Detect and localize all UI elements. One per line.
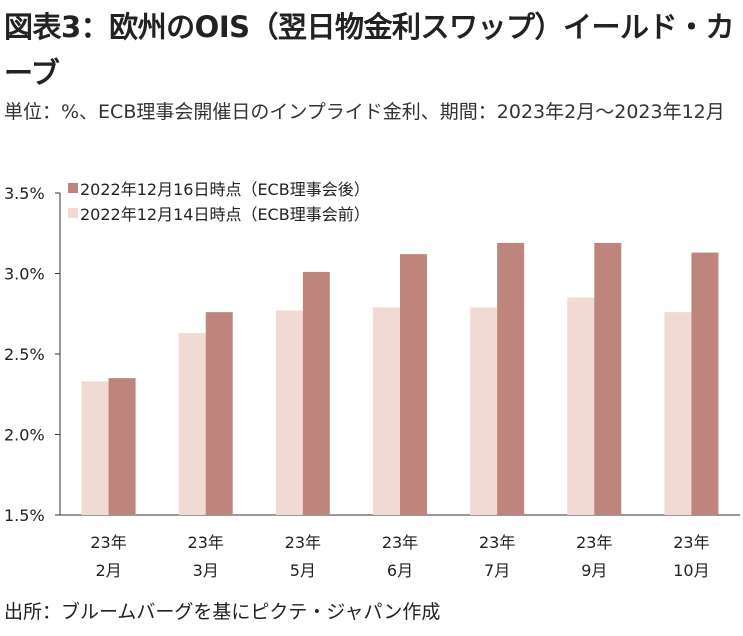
bar-before (178, 333, 206, 515)
y-tick-label: 2.5% (4, 345, 45, 364)
chart-area: 1.5% 2.0% 2.5% 3.0% 3.5% 23年 2月 23年 3月 23年 5月 23年 6月… (0, 170, 743, 590)
x-tick-label-month: 5月 (290, 561, 316, 580)
bar-before (81, 381, 109, 515)
bar-chart: 1.5% 2.0% 2.5% 3.0% 3.5% 23年 2月 23年 3月 23年 5月 23年 6月… (4, 180, 740, 580)
y-tick-label: 3.0% (4, 265, 45, 284)
x-tick-label-year: 23年 (576, 533, 612, 552)
legend-swatch (68, 183, 78, 193)
x-tick-label-year: 23年 (285, 533, 321, 552)
x-tick-label-month: 3月 (193, 561, 219, 580)
x-tick-label-month: 7月 (484, 561, 510, 580)
bar-after (497, 242, 525, 515)
x-tick-label-year: 23年 (673, 533, 709, 552)
legend-swatch (68, 208, 78, 218)
bar-after (205, 312, 233, 515)
bar-after (594, 242, 622, 515)
bar-after (691, 252, 719, 515)
chart-subtitle: 単位：%、ECB理事会開催日のインプライド金利、期間：2023年2月～2023年… (4, 101, 725, 123)
x-tick-label-month: 6月 (387, 561, 413, 580)
bar-after (108, 378, 136, 515)
bar-after (400, 254, 427, 515)
bar-before (373, 307, 400, 515)
x-tick-label-month: 10月 (673, 561, 709, 580)
source-note: 出所：ブルームバーグを基にピクテ・ジャパン作成 (4, 601, 441, 623)
bar-before (664, 312, 692, 515)
bar-before (567, 297, 595, 515)
chart-title: 図表3：欧州のOIS（翌日物金利スワップ）イールド・カーブ (4, 10, 735, 90)
bar-before (275, 310, 303, 515)
bar-after (302, 271, 330, 515)
bar-before (470, 307, 498, 515)
x-tick-label-year: 23年 (90, 533, 126, 552)
legend-label: 2022年12月16日時点（ECB理事会後） (80, 180, 370, 199)
y-tick-label: 2.0% (4, 426, 45, 445)
x-tick-label-year: 23年 (479, 533, 515, 552)
y-tick-label: 1.5% (4, 506, 45, 525)
x-tick-label-year: 23年 (382, 533, 418, 552)
x-tick-label-month: 2月 (95, 561, 121, 580)
legend-label: 2022年12月14日時点（ECB理事会前） (80, 205, 370, 224)
y-tick-label: 3.5% (4, 184, 45, 203)
x-tick-label-month: 9月 (581, 561, 607, 580)
x-tick-label-year: 23年 (188, 533, 224, 552)
